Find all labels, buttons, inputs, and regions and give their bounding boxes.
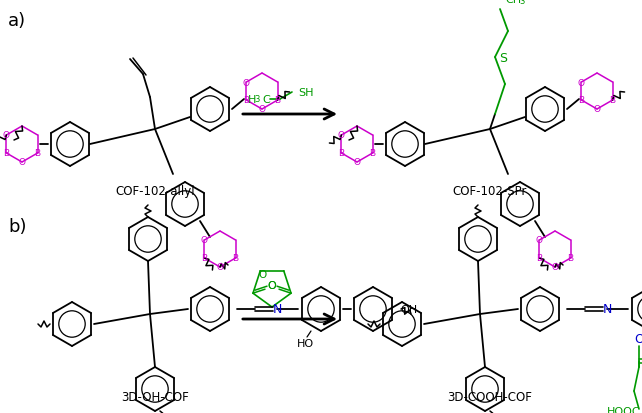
Text: B: B — [202, 254, 207, 263]
Text: O: O — [201, 236, 208, 245]
Text: B: B — [232, 254, 239, 263]
Text: O: O — [3, 131, 10, 140]
Text: a): a) — [8, 12, 26, 30]
Text: B: B — [370, 149, 376, 158]
Text: B: B — [609, 96, 616, 105]
Text: O: O — [243, 78, 250, 87]
Text: B: B — [243, 96, 250, 105]
Text: N: N — [272, 303, 282, 316]
Text: O: O — [551, 263, 559, 272]
Text: 3D-COOH-COF: 3D-COOH-COF — [447, 391, 532, 404]
Text: O: O — [268, 280, 277, 290]
Text: C: C — [262, 95, 270, 105]
Text: B: B — [275, 96, 281, 105]
Text: O: O — [536, 236, 543, 245]
Text: O: O — [338, 131, 345, 140]
Text: b): b) — [8, 218, 26, 235]
Text: O: O — [354, 158, 361, 167]
Text: O: O — [634, 333, 642, 346]
Text: O: O — [593, 105, 600, 114]
Text: B: B — [568, 254, 574, 263]
Text: O: O — [578, 78, 585, 87]
Text: B: B — [3, 149, 10, 158]
Text: B: B — [338, 149, 345, 158]
Text: B: B — [536, 254, 542, 263]
Text: OH: OH — [401, 304, 417, 314]
Text: COF-102-allyl: COF-102-allyl — [115, 185, 195, 198]
Text: HO: HO — [297, 338, 313, 348]
Text: B: B — [578, 96, 584, 105]
Text: HOOC: HOOC — [607, 406, 641, 413]
Text: CH: CH — [505, 0, 521, 5]
Text: 3: 3 — [254, 95, 259, 104]
Text: O: O — [258, 269, 266, 279]
Text: N: N — [602, 303, 612, 316]
Text: H: H — [248, 95, 256, 105]
Text: S: S — [499, 51, 507, 64]
Text: B: B — [35, 149, 40, 158]
Text: 3D-OH-COF: 3D-OH-COF — [121, 391, 189, 404]
Text: O: O — [268, 280, 276, 290]
Text: O: O — [19, 158, 26, 167]
Text: O: O — [259, 105, 266, 114]
Text: COF-102-SPr: COF-102-SPr — [453, 185, 527, 198]
Text: O: O — [216, 263, 223, 272]
Text: 3: 3 — [519, 0, 525, 7]
Text: SH: SH — [298, 88, 313, 98]
